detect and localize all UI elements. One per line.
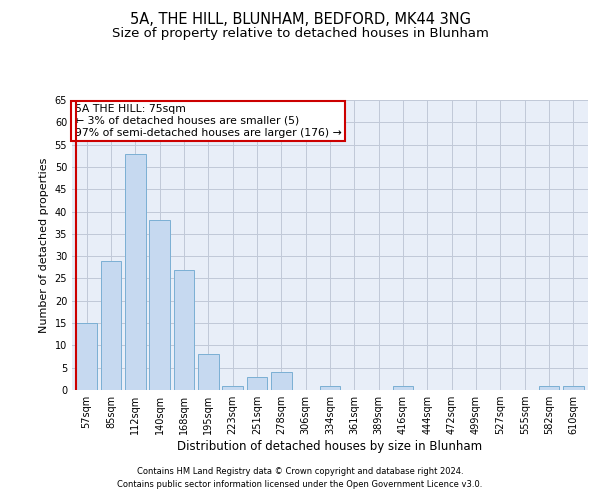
X-axis label: Distribution of detached houses by size in Blunham: Distribution of detached houses by size … <box>178 440 482 453</box>
Text: Contains public sector information licensed under the Open Government Licence v3: Contains public sector information licen… <box>118 480 482 489</box>
Bar <box>539 386 559 390</box>
Text: Size of property relative to detached houses in Blunham: Size of property relative to detached ho… <box>112 28 488 40</box>
Bar <box>271 372 292 390</box>
Bar <box>320 386 340 390</box>
Bar <box>173 270 194 390</box>
Bar <box>76 323 97 390</box>
Bar <box>247 376 268 390</box>
Bar <box>125 154 146 390</box>
Bar <box>149 220 170 390</box>
Text: 5A THE HILL: 75sqm
← 3% of detached houses are smaller (5)
97% of semi-detached : 5A THE HILL: 75sqm ← 3% of detached hous… <box>74 104 341 138</box>
Bar <box>392 386 413 390</box>
Text: Contains HM Land Registry data © Crown copyright and database right 2024.: Contains HM Land Registry data © Crown c… <box>137 467 463 476</box>
Bar <box>222 386 243 390</box>
Bar <box>563 386 584 390</box>
Text: 5A, THE HILL, BLUNHAM, BEDFORD, MK44 3NG: 5A, THE HILL, BLUNHAM, BEDFORD, MK44 3NG <box>130 12 470 28</box>
Y-axis label: Number of detached properties: Number of detached properties <box>39 158 49 332</box>
Bar <box>101 260 121 390</box>
Bar <box>198 354 218 390</box>
